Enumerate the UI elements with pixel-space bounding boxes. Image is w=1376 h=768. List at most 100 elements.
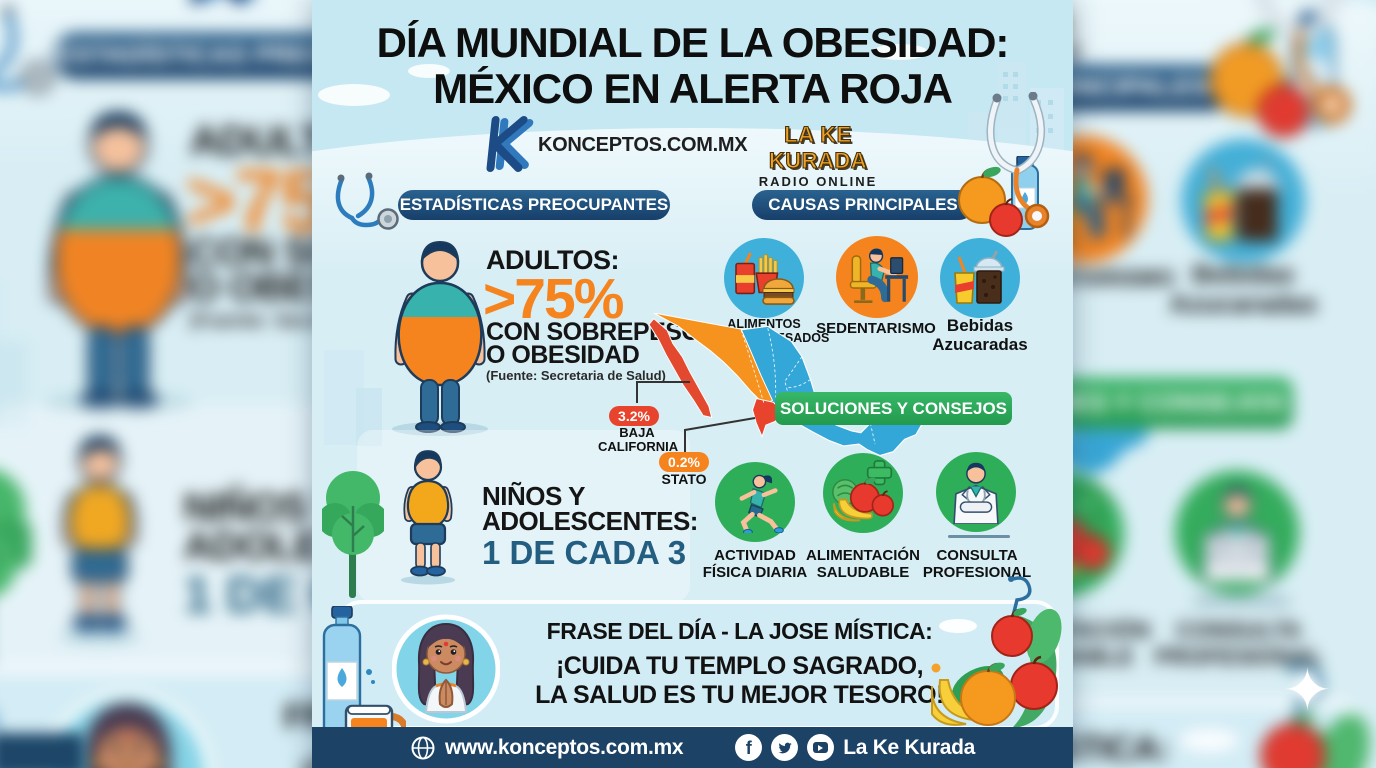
causes-banner: CAUSAS PRINCIPALES bbox=[752, 190, 974, 220]
label-divider bbox=[1193, 599, 1290, 604]
background-left-blur: DÍA MUNDIAL DE LA OBESIDAD: MÉXICO EN AL… bbox=[0, 0, 312, 768]
poster-title-line2: MÉXICO EN ALERTA ROJA bbox=[433, 65, 953, 112]
kids-label-line1: NIÑOS Y bbox=[183, 483, 313, 531]
kids-label-line1: NIÑOS Y bbox=[482, 481, 585, 511]
state-label: STATO bbox=[661, 471, 707, 487]
solutions-banner: SOLUCIONES Y CONSEJOS bbox=[1073, 377, 1293, 429]
facebook-glyph: f bbox=[745, 737, 752, 758]
adult-figure-illustration bbox=[392, 240, 488, 436]
adults-source: (Fuente: Secretaria de Salud) bbox=[486, 368, 666, 383]
solution-label-alimentacion: ALIMENTACIÓN SALUDABLE bbox=[798, 547, 928, 582]
solution-label-line2: SALUDABLE bbox=[1073, 643, 1134, 671]
solution-label-line1: ALIMENTACIÓN bbox=[1073, 617, 1151, 645]
kurada-logo: LA KE KURADA RADIO ONLINE bbox=[1073, 0, 1116, 63]
konceptos-wordmark: KONCEPTOS.COM.MX bbox=[538, 134, 748, 156]
cause-label-line1: SEDENTARISMO bbox=[1073, 266, 1175, 293]
globe-icon bbox=[411, 736, 435, 759]
boy-figure-illustration bbox=[57, 435, 142, 644]
solution-label-line2: PROFESIONAL bbox=[922, 563, 1032, 581]
solution-label-line1: ACTIVIDAD bbox=[714, 547, 796, 564]
doctor-icon bbox=[936, 452, 1016, 532]
kids-label-line2: ADOLESCENTES: bbox=[183, 522, 313, 569]
solution-label-line2: FÍSICA DIARIA bbox=[702, 563, 808, 581]
quote-line1: ¡CUIDA TU TEMPLO SAGRADO, bbox=[555, 652, 924, 680]
background-hill bbox=[0, 0, 312, 768]
footer-bar: www.konceptos.com.mx f La Ke Kurada bbox=[312, 727, 1073, 768]
stethoscope-icon bbox=[986, 92, 1050, 229]
background-right-blur: DÍA MUNDIAL DE LA OBESIDAD: MÉXICO EN AL… bbox=[1073, 0, 1376, 768]
adults-desc-line1: CON SOBREPESO bbox=[189, 230, 312, 275]
building-silhouette bbox=[0, 339, 29, 430]
quote-title: FRASE DEL DÍA - LA JOSE MÍSTICA: bbox=[283, 695, 312, 737]
tree-icon bbox=[322, 471, 384, 598]
boy-figure-illustration bbox=[401, 450, 455, 585]
baja-label-line2: CALIFORNIA bbox=[598, 438, 679, 454]
quote-title: FRASE DEL DÍA - LA JOSE MÍSTICA: bbox=[546, 618, 933, 644]
label-divider bbox=[948, 535, 1010, 538]
poster-panel: DÍA MUNDIAL DE LA OBESIDAD: MÉXICO EN AL… bbox=[312, 0, 1073, 768]
cause-label-line2: Azucaradas bbox=[932, 335, 1028, 355]
mystic-girl-avatar bbox=[392, 614, 500, 724]
fruits-and-stethoscope-icon bbox=[930, 576, 1062, 728]
adults-label: ADULTOS: bbox=[189, 117, 312, 165]
physical-activity-icon bbox=[715, 462, 795, 542]
kurada-subtitle: RADIO ONLINE bbox=[758, 174, 878, 189]
twitter-icon bbox=[771, 734, 799, 761]
solutions-banner: SOLUCIONES Y CONSEJOS bbox=[775, 392, 1012, 425]
causes-banner: CAUSAS PRINCIPALES bbox=[1073, 64, 1235, 111]
cause-label-bebidas: Bebidas Azucaradas bbox=[920, 316, 1040, 354]
baja-label-line1: BAJA bbox=[619, 425, 655, 440]
adults-desc-line2: O OBESIDAD bbox=[486, 341, 640, 369]
background-left-clone: DÍA MUNDIAL DE LA OBESIDAD: MÉXICO EN AL… bbox=[0, 0, 312, 768]
sugary-drinks-icon bbox=[1181, 138, 1306, 263]
solution-label-line1: ALIMENTACIÓN bbox=[806, 547, 920, 564]
kurada-wordmark: LA KE KURADA bbox=[1073, 0, 1116, 40]
solution-label-line2: SALUDABLE bbox=[816, 563, 910, 581]
cause-label-line1: ALIMENTOS bbox=[727, 317, 801, 331]
background-navy-corner bbox=[0, 733, 85, 768]
stethoscope-icon bbox=[335, 172, 399, 230]
statistics-banner: ESTADÍSTICAS PREOCUPANTES bbox=[398, 190, 670, 220]
ultraprocessed-food-icon bbox=[724, 238, 804, 318]
adults-desc-line2: O OBESIDAD bbox=[189, 266, 312, 310]
map-callout-connectors bbox=[636, 381, 756, 453]
statistics-banner: ESTADÍSTICAS PREOCUPANTES bbox=[53, 32, 312, 79]
solution-label-actividad: ACTIVIDAD FÍSICA DIARIA bbox=[690, 547, 820, 582]
sugary-drinks-icon bbox=[940, 238, 1020, 318]
adults-label: ADULTOS: bbox=[486, 245, 620, 275]
healthy-food-icon bbox=[823, 453, 903, 533]
doctor-icon bbox=[1175, 470, 1300, 595]
cause-label-sedentarismo: SEDENTARISMO bbox=[811, 320, 941, 338]
poster-panel: DÍA MUNDIAL DE LA OBESIDAD: MÉXICO EN AL… bbox=[0, 0, 312, 768]
state-percentage-badge: 0.2% bbox=[659, 452, 709, 472]
kids-card bbox=[0, 404, 312, 672]
adults-source: (Fuente: Secretaria de Salud) bbox=[189, 308, 312, 332]
cloud-icon bbox=[318, 84, 390, 106]
tree-icon bbox=[0, 471, 32, 594]
stethoscope-icon bbox=[1257, 0, 1351, 124]
sedentary-computer-icon bbox=[836, 236, 918, 318]
solution-label-line1: CONSULTA bbox=[1175, 617, 1302, 645]
baja-label: BAJA CALIFORNIA bbox=[598, 425, 679, 454]
cause-label-line1: Bebidas bbox=[946, 316, 1014, 335]
quote-title: FRASE DEL DÍA - LA JOSE MÍSTICA: bbox=[1073, 727, 1170, 768]
cause-label-line1: Bebidas bbox=[1192, 259, 1295, 290]
cause-label-sedentarismo: SEDENTARISMO bbox=[1073, 266, 1183, 294]
cause-label-bebidas: Bebidas Azucaradas bbox=[1150, 260, 1336, 319]
mystic-girl-avatar bbox=[44, 690, 212, 768]
quote-line1: ¡CUIDA TU TEMPLO SAGRADO, bbox=[238, 749, 312, 768]
cloud-icon bbox=[408, 64, 450, 78]
konceptos-logo-icon bbox=[486, 116, 534, 172]
adults-value: >75% bbox=[483, 267, 624, 331]
cloud-icon bbox=[872, 44, 928, 60]
background-right-clone: DÍA MUNDIAL DE LA OBESIDAD: MÉXICO EN AL… bbox=[1073, 0, 1376, 768]
youtube-icon bbox=[807, 734, 835, 761]
kids-value: 1 DE CADA 3 bbox=[482, 534, 687, 571]
kurada-subtitle: RADIO ONLINE bbox=[1073, 40, 1116, 63]
water-and-juice-icon bbox=[322, 606, 406, 762]
footer-website: www.konceptos.com.mx bbox=[444, 735, 684, 759]
kids-label-line2: ADOLESCENTES: bbox=[482, 506, 698, 536]
konceptos-logo-icon bbox=[190, 0, 247, 5]
fruits-and-stethoscope-icon bbox=[1179, 662, 1370, 768]
